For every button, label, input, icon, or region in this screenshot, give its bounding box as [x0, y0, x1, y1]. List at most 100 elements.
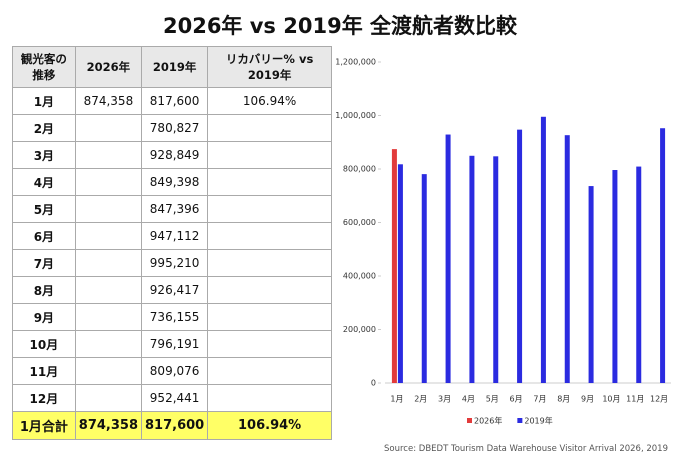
bar — [636, 166, 642, 383]
y-tick-label: 1,000,000 — [335, 111, 376, 120]
table-cell — [207, 114, 332, 142]
table-cell: 8月 — [12, 276, 76, 304]
table-row: 6月 947,112 — [12, 222, 332, 250]
total-cell: 1月合計 — [12, 411, 76, 440]
table-row: 2月 780,827 — [12, 114, 332, 142]
x-tick-label: 11月 — [626, 395, 644, 404]
table-cell: 10月 — [12, 330, 76, 358]
table-cell: 817,600 — [140, 87, 209, 115]
table-cell — [74, 222, 143, 250]
total-cell: 817,600 — [140, 411, 209, 440]
table-cell: 847,396 — [140, 195, 209, 223]
table-row: 5月 847,396 — [12, 195, 332, 223]
bar — [397, 164, 403, 383]
legend-label: 2026年 — [474, 416, 502, 426]
y-tick-label: 400,000 — [343, 272, 376, 281]
table-row: 1月 874,358 817,600 106.94% — [12, 87, 332, 115]
page-title: 2026年 vs 2019年 全渡航者数比較 — [162, 14, 517, 38]
legend-swatch — [467, 418, 472, 423]
y-tick-label: 600,000 — [343, 218, 376, 227]
table-cell — [74, 195, 143, 223]
table-cell — [207, 276, 332, 304]
table-cell — [74, 141, 143, 169]
table-cell — [74, 249, 143, 277]
table-cell: 947,112 — [140, 222, 209, 250]
table-cell — [207, 249, 332, 277]
table-cell: 4月 — [12, 168, 76, 196]
table-cell: 2月 — [12, 114, 76, 142]
bar — [517, 129, 523, 383]
table-cell — [74, 330, 143, 358]
x-tick-label: 7月 — [533, 395, 546, 404]
table-cell — [74, 384, 143, 412]
table-cell: 995,210 — [140, 249, 209, 277]
table-cell: 928,849 — [140, 141, 209, 169]
y-tick-label: 1,200,000 — [335, 58, 376, 67]
table-row: 7月 995,210 — [12, 249, 332, 277]
header-cell: 観光客の推移 — [12, 46, 76, 88]
table-cell: 796,191 — [140, 330, 209, 358]
bar — [660, 128, 666, 383]
table-cell: 7月 — [12, 249, 76, 277]
source-note: Source: DBEDT Tourism Data Warehouse Vis… — [384, 444, 668, 454]
chart: 0 200,000 400,000 600,000 800,000 1,000,000 1,… — [335, 58, 671, 426]
table-row: 3月 928,849 — [12, 141, 332, 169]
table-row: 8月 926,417 — [12, 276, 332, 304]
table-cell — [207, 330, 332, 358]
y-tick-label: 800,000 — [343, 165, 376, 174]
table-cell: 780,827 — [140, 114, 209, 142]
header-cell: リカバリー% vs 2019年 — [207, 46, 332, 88]
table-row: 11月 809,076 — [12, 357, 332, 385]
x-tick-label: 10月 — [602, 395, 620, 404]
header-cell: 2026年 — [74, 46, 143, 88]
x-tick-label: 3月 — [438, 395, 451, 404]
table-cell — [207, 357, 332, 385]
table-cell — [74, 357, 143, 385]
table-cell — [74, 168, 143, 196]
x-tick-label: 6月 — [510, 395, 523, 404]
x-tick-label: 5月 — [486, 395, 499, 404]
x-tick-label: 4月 — [462, 395, 475, 404]
total-cell: 874,358 — [74, 411, 143, 440]
table-cell: 736,155 — [140, 303, 209, 331]
table-cell — [207, 168, 332, 196]
x-tick-label: 12月 — [650, 395, 668, 404]
table-cell: 809,076 — [140, 357, 209, 385]
legend-swatch — [517, 418, 523, 423]
table-cell: 6月 — [12, 222, 76, 250]
table-cell — [207, 141, 332, 169]
header-cell: 2019年 — [140, 46, 209, 88]
table-cell — [74, 114, 143, 142]
table-cell — [207, 303, 332, 331]
table-cell: 849,398 — [140, 168, 209, 196]
bar — [588, 186, 594, 383]
table-cell: 9月 — [12, 303, 76, 331]
header-row: 観光客の推移 2026年 2019年 リカバリー% vs 2019年 — [12, 46, 332, 88]
total-row: 1月合計 874,358 817,600 106.94% — [12, 411, 332, 440]
bar — [540, 116, 546, 384]
table-cell: 3月 — [12, 141, 76, 169]
table-cell — [207, 384, 332, 412]
table-cell — [207, 195, 332, 223]
bar — [612, 170, 618, 383]
table-cell: 952,441 — [140, 384, 209, 412]
table-cell: 106.94% — [207, 87, 332, 115]
x-tick-label: 8月 — [557, 395, 570, 404]
table-cell — [74, 303, 143, 331]
bar — [493, 156, 499, 383]
data-table: 観光客の推移 2026年 2019年 リカバリー% vs 2019年 1月 874,358… — [12, 46, 332, 440]
bar — [445, 134, 451, 383]
table-row: 12月 952,441 — [12, 384, 332, 412]
table-cell: 926,417 — [140, 276, 209, 304]
bar — [391, 149, 397, 383]
table-cell: 1月 — [12, 87, 76, 115]
table-cell — [207, 222, 332, 250]
total-cell: 106.94% — [207, 411, 332, 440]
bar — [421, 174, 427, 383]
table-cell: 5月 — [12, 195, 76, 223]
table-cell: 874,358 — [74, 87, 143, 115]
y-tick-label: 200,000 — [343, 325, 376, 334]
y-tick-label: 0 — [371, 379, 376, 388]
x-tick-label: 9月 — [581, 395, 594, 404]
